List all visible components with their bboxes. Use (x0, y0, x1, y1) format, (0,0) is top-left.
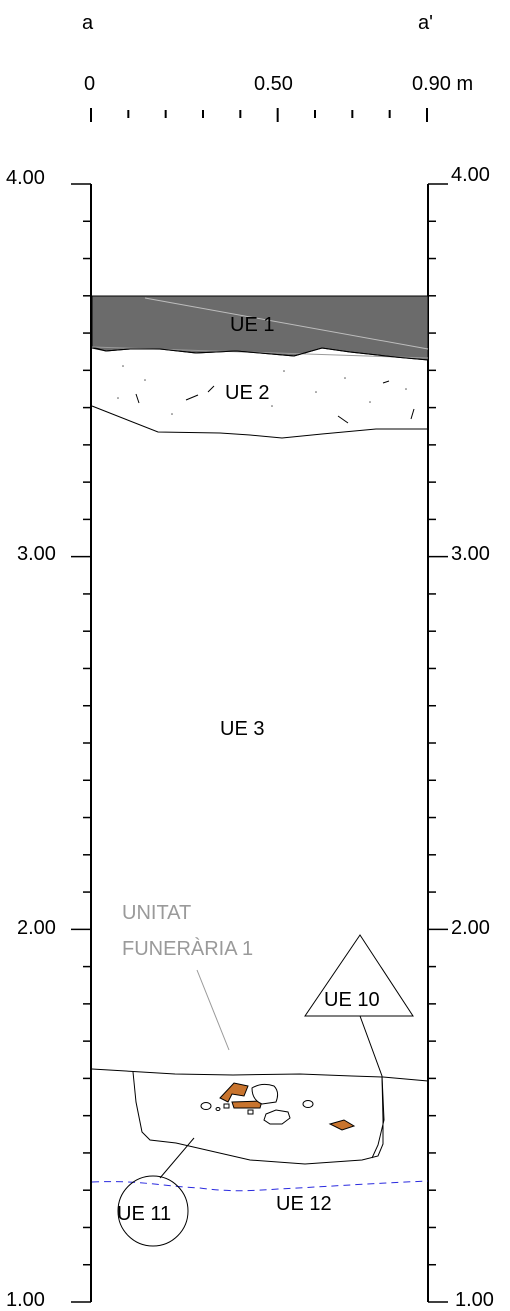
ue10-cut-line (359, 1015, 385, 1159)
ue2-inclusions (135, 380, 415, 424)
left-elevation-3: 3.00 (17, 543, 56, 565)
left-elevation-4: 4.00 (6, 167, 45, 189)
right-ruler-ticks (428, 183, 448, 1303)
ue2-label: UE 2 (225, 382, 269, 404)
profile-start-label: a (82, 12, 94, 34)
ue1-label: UE 1 (230, 314, 274, 336)
ue2-upper-boundary (91, 347, 429, 361)
grave-contents (200, 1082, 356, 1131)
ue12-label: UE 12 (276, 1193, 332, 1215)
ue11-leader (159, 1137, 195, 1179)
ue11-label: UE 11 (117, 1203, 171, 1225)
right-elevation-1: 1.00 (455, 1289, 494, 1311)
funerary-unit-leader (196, 969, 230, 1051)
funerary-unit-label-line2: FUNERÀRIA 1 (122, 937, 253, 960)
right-elevation-4: 4.00 (451, 164, 490, 186)
grave-cut-top (91, 1068, 429, 1082)
left-ruler-ticks (71, 183, 91, 1303)
horizontal-scale-ticks (90, 108, 428, 122)
ue2-lower-boundary (91, 405, 428, 439)
right-elevation-3: 3.00 (451, 543, 490, 565)
ue3-label: UE 3 (220, 718, 264, 740)
funerary-unit-label-line1: UNITAT (122, 902, 191, 924)
scale-label-0: 0 (84, 73, 95, 95)
ue11-marker (117, 1175, 189, 1247)
ue10-label: UE 10 (324, 989, 380, 1011)
ue12-boundary (91, 1180, 429, 1192)
left-elevation-2: 2.00 (17, 917, 56, 939)
scale-label-end: 0.90 m (412, 73, 473, 95)
ue10-marker (304, 934, 414, 1017)
right-elevation-2: 2.00 (451, 917, 490, 939)
ue2-dots (117, 365, 407, 415)
profile-end-label: a' (418, 12, 433, 34)
scale-label-mid: 0.50 (254, 73, 293, 95)
left-elevation-1: 1.00 (6, 1289, 45, 1311)
grave-cut-outline (132, 1071, 384, 1165)
ue1-inner-line (144, 297, 429, 350)
